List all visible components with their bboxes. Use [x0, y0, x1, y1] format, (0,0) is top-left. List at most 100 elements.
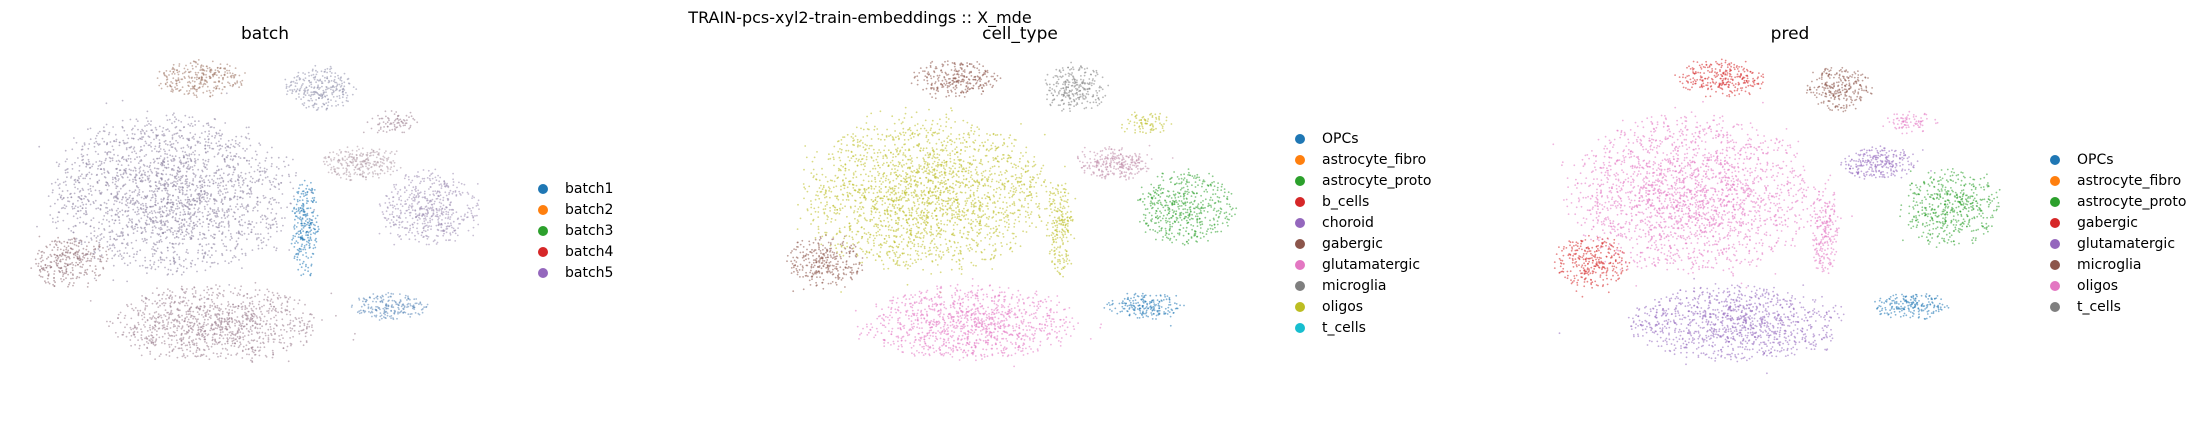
scatter-point	[189, 212, 192, 214]
scatter-point	[80, 153, 83, 156]
scatter-point	[150, 218, 152, 221]
scatter-point	[466, 211, 469, 214]
scatter-point	[243, 232, 246, 235]
scatter-point	[132, 208, 135, 211]
scatter-point	[198, 154, 201, 156]
scatter-point	[254, 320, 257, 323]
scatter-point	[430, 173, 433, 176]
scatter-point	[431, 182, 434, 185]
scatter-point	[139, 265, 141, 267]
scatter-point	[151, 150, 153, 152]
scatter-point	[144, 239, 147, 242]
scatter-point	[143, 173, 146, 176]
scatter-point	[191, 87, 194, 90]
scatter-point	[95, 174, 98, 176]
scatter-point	[452, 190, 455, 193]
scatter-point	[319, 94, 322, 97]
scatter-point	[309, 237, 312, 240]
scatter-point	[47, 195, 50, 198]
scatter-point	[187, 71, 190, 74]
scatter-point	[103, 130, 106, 133]
scatter-point	[200, 297, 203, 300]
scatter-point	[424, 217, 427, 220]
scatter-point	[121, 99, 124, 102]
scatter-point	[297, 268, 300, 271]
scatter-point	[202, 232, 204, 235]
scatter-point	[221, 177, 224, 180]
scatter-point	[296, 232, 298, 235]
scatter-point	[365, 178, 367, 181]
scatter-point	[423, 196, 426, 199]
scatter-point	[337, 74, 339, 77]
scatter-point	[342, 167, 345, 169]
scatter-point	[434, 190, 437, 193]
scatter-point	[446, 185, 449, 187]
scatter-point	[248, 193, 251, 195]
scatter-point	[217, 69, 219, 72]
scatter-point	[306, 207, 308, 210]
scatter-point	[136, 210, 139, 213]
scatter-point	[124, 326, 126, 329]
scatter-point	[301, 262, 304, 265]
scatter-point	[325, 91, 327, 94]
scatter-point	[184, 304, 186, 307]
scatter-point	[229, 326, 232, 329]
scatter-point	[241, 357, 244, 359]
scatter-point	[130, 199, 132, 202]
scatter-point	[129, 173, 131, 176]
scatter-point	[79, 265, 82, 268]
scatter-point	[252, 310, 255, 312]
scatter-point	[233, 146, 236, 149]
scatter-point	[414, 185, 417, 188]
scatter-point	[226, 63, 229, 66]
scatter-point	[199, 222, 202, 225]
scatter-point	[204, 79, 206, 81]
scatter-point	[146, 272, 148, 275]
scatter-point	[114, 195, 117, 198]
scatter-point	[345, 167, 348, 170]
scatter-point	[365, 176, 367, 179]
scatter-point	[248, 319, 251, 322]
scatter-point	[219, 331, 222, 334]
scatter-point	[447, 222, 449, 225]
scatter-point	[353, 168, 356, 171]
scatter-point	[303, 222, 306, 225]
scatter-point	[67, 200, 69, 203]
scatter-point	[296, 82, 298, 85]
scatter-point	[330, 166, 333, 169]
scatter-point	[211, 301, 214, 303]
scatter-point	[75, 237, 78, 240]
scatter-point	[131, 203, 134, 206]
scatter-point	[286, 206, 288, 209]
scatter-point	[297, 236, 300, 239]
scatter-point	[454, 191, 457, 193]
scatter-point	[347, 151, 350, 153]
scatter-point	[184, 258, 187, 261]
scatter-point	[253, 170, 256, 173]
scatter-point	[179, 177, 182, 180]
scatter-point	[148, 339, 151, 341]
scatter-point	[191, 228, 194, 231]
scatter-point	[326, 77, 329, 80]
scatter-point	[164, 205, 166, 208]
scatter-point	[307, 234, 309, 236]
scatter-point	[154, 226, 157, 229]
scatter-point	[275, 314, 277, 317]
scatter-point	[309, 313, 311, 316]
scatter-point	[443, 182, 446, 185]
scatter-point	[259, 144, 262, 146]
scatter-point	[232, 84, 235, 86]
scatter-point	[261, 214, 264, 217]
scatter-point	[159, 304, 161, 307]
scatter-point	[207, 122, 210, 125]
scatter-point	[195, 188, 197, 191]
scatter-point	[251, 357, 254, 359]
scatter-point	[256, 196, 259, 199]
scatter-point	[423, 192, 426, 195]
scatter-point	[165, 181, 168, 184]
scatter-point	[117, 179, 120, 182]
scatter-point	[201, 85, 204, 88]
scatter-point	[344, 159, 346, 162]
scatter-point	[433, 194, 435, 197]
scatter-point	[281, 174, 284, 177]
